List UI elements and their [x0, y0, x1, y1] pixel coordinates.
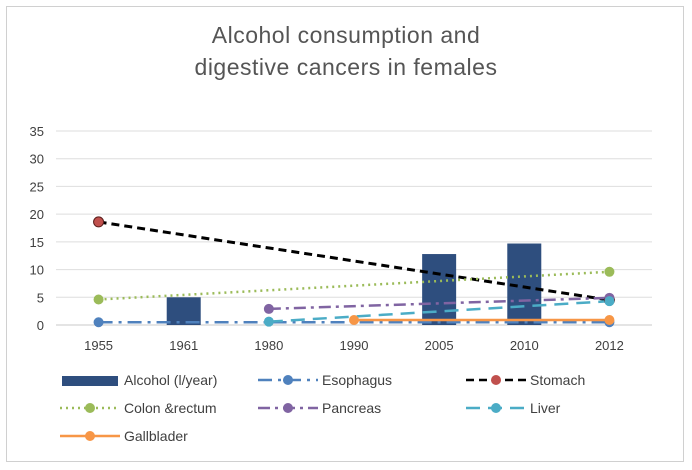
legend-label: Esophagus [322, 372, 393, 388]
x-tick-label: 1961 [169, 338, 198, 353]
legend-label: Gallblader [124, 428, 188, 444]
y-tick-label: 10 [30, 263, 44, 278]
line-colon-rectum [98, 270, 610, 301]
legend-marker-swatch [283, 403, 293, 413]
line-series [98, 220, 610, 324]
y-tick-label: 30 [30, 152, 44, 167]
y-tick-label: 35 [30, 124, 44, 139]
y-tick-label: 5 [37, 290, 44, 305]
legend-item: Gallblader [60, 426, 188, 446]
chart-frame [6, 6, 684, 462]
line-stomach [98, 220, 610, 302]
y-tick-label: 0 [37, 318, 44, 333]
marker-liver [263, 316, 274, 327]
bar-series [166, 243, 542, 325]
legend-item: Alcohol (l/year) [60, 370, 217, 390]
legend-marker-swatch [491, 403, 501, 413]
x-tick-label: 2005 [425, 338, 454, 353]
chart-title-line-1: Alcohol consumption and [211, 22, 481, 48]
legend-label: Liver [530, 400, 561, 416]
legend-swatch [258, 375, 318, 385]
bar-alcohol [422, 254, 457, 325]
legend-item: Colon &rectum [60, 398, 217, 418]
legend-label: Stomach [530, 372, 586, 388]
x-tick-label: 2010 [510, 338, 539, 353]
series-markers [93, 216, 615, 328]
marker-colon-rectum [604, 266, 615, 277]
x-tick-label: 1955 [84, 338, 113, 353]
y-tick-label: 15 [30, 235, 44, 250]
legend-marker-swatch [283, 375, 293, 385]
y-tick-label: 25 [30, 179, 44, 194]
legend-marker-swatch [491, 375, 501, 385]
x-tick-label: 1990 [340, 338, 369, 353]
line-pancreas [268, 296, 610, 311]
legend-item: Pancreas [258, 398, 381, 418]
grid-lines [56, 130, 652, 326]
legend-swatch [466, 403, 526, 413]
marker-gallblader [604, 315, 615, 326]
x-tick-labels: 1955 1961 1980 1990 2005 2010 2012 [84, 338, 624, 353]
legend-swatch [466, 375, 526, 385]
marker-colon-rectum [93, 294, 104, 305]
legend-label: Alcohol (l/year) [124, 372, 218, 388]
legend-item: Stomach [466, 370, 585, 390]
x-tick-label: 1980 [254, 338, 283, 353]
x-tick-label: 2012 [595, 338, 624, 353]
legend-swatch [60, 431, 120, 441]
marker-liver [604, 296, 615, 307]
marker-pancreas [263, 303, 274, 314]
line-liver [268, 299, 610, 323]
legend-marker-swatch [85, 431, 95, 441]
marker-gallblader [349, 315, 359, 326]
legend-label: Pancreas [322, 400, 382, 416]
legend-swatch [258, 403, 318, 413]
legend-bar-swatch [62, 376, 118, 386]
chart-title-line-2: digestive cancers in females [194, 54, 498, 80]
legend-item: Esophagus [258, 370, 392, 390]
y-tick-label: 20 [30, 207, 44, 222]
legend-label: Colon &rectum [124, 400, 217, 416]
legend-swatch [62, 376, 118, 386]
legend-marker-swatch [85, 403, 95, 413]
marker-stomach [93, 216, 105, 228]
legend-swatch [60, 403, 120, 413]
y-tick-labels: 0 5 10 15 20 25 30 35 [30, 124, 44, 333]
marker-esophagus [93, 317, 104, 328]
legend-item: Liver [466, 398, 560, 418]
bar-alcohol [166, 297, 201, 325]
